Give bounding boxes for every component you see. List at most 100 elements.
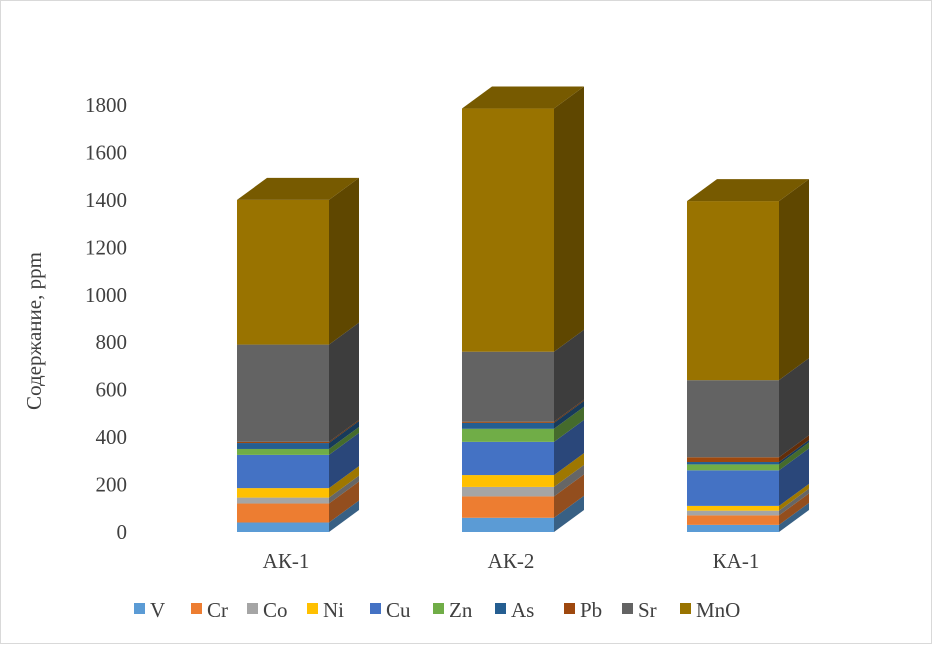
legend-item: Co	[247, 598, 288, 622]
bar-segment-side	[779, 483, 809, 511]
y-axis-label: Содержание, ppm	[22, 252, 46, 410]
bar-segment	[462, 421, 554, 423]
legend-swatch	[191, 603, 202, 614]
legend-label: Zn	[449, 598, 473, 622]
bar-top-face	[237, 177, 359, 200]
bar-segment	[237, 344, 329, 442]
bar-segment	[462, 351, 554, 422]
bar-segment	[462, 486, 554, 497]
bar-segment	[687, 524, 779, 532]
bar-segment-side	[554, 419, 584, 476]
bar-segment	[687, 457, 779, 463]
bar-segment	[462, 441, 554, 476]
bar-segment-side	[329, 466, 359, 498]
category-labels: АК-1 АК-2 КА-1	[263, 549, 760, 573]
bar-segment-side	[329, 421, 359, 449]
bar-segment-side	[779, 493, 809, 525]
bar-segment	[462, 496, 554, 518]
bar-segment-side	[329, 500, 359, 532]
legend-label: Ni	[323, 598, 344, 622]
legend-label: Cr	[207, 598, 228, 622]
bar-segment-side	[554, 400, 584, 429]
bar-segment	[687, 201, 779, 381]
bar-segment-side	[329, 426, 359, 455]
bar-segment-side	[329, 177, 359, 345]
bar-segment	[687, 464, 779, 471]
legend-item: Pb	[564, 598, 602, 622]
bar-segment-side	[554, 464, 584, 497]
bar-segment-side	[554, 399, 584, 423]
bar-segment-side	[329, 419, 359, 444]
legend-label: MnO	[696, 598, 740, 622]
bar-segment-side	[554, 329, 584, 422]
y-tick-label: 0	[117, 520, 128, 544]
y-tick-label: 200	[96, 473, 128, 497]
category-label: АК-1	[263, 549, 310, 573]
legend-label: As	[511, 598, 534, 622]
bar-segment-side	[779, 358, 809, 458]
bar-segment-side	[329, 322, 359, 442]
bar-segment	[462, 422, 554, 429]
legend-item: Ni	[307, 598, 344, 622]
y-tick-label: 800	[96, 330, 128, 354]
bar-top-face	[462, 86, 584, 109]
bar-segment	[687, 510, 779, 516]
legend-item: MnO	[680, 598, 740, 622]
legend-label: Co	[263, 598, 288, 622]
legend-label: Pb	[580, 598, 602, 622]
legend-swatch	[370, 603, 381, 614]
bar-segment	[687, 470, 779, 506]
bar-segment-side	[779, 442, 809, 471]
bar-segment	[462, 475, 554, 487]
bar-segment	[462, 108, 554, 352]
y-tick-label: 600	[96, 378, 128, 402]
bar-segment-side	[554, 495, 584, 532]
legend-item: V	[134, 598, 165, 622]
bar-segment	[237, 503, 329, 523]
y-tick-label: 1000	[85, 283, 127, 307]
category-label: АК-2	[488, 549, 535, 573]
bar-segment-side	[554, 474, 584, 518]
bar-segment	[237, 488, 329, 498]
legend-swatch	[622, 603, 633, 614]
legend-swatch	[495, 603, 506, 614]
legend: V Cr Co Ni Cu Zn As Pb Sr MnO	[134, 598, 740, 622]
bar-segment	[687, 462, 779, 465]
legend-label: Cu	[386, 598, 411, 622]
category-label: КА-1	[713, 549, 760, 573]
bar-top-face	[687, 179, 809, 202]
legend-item: Sr	[622, 598, 657, 622]
bar-segment-side	[779, 435, 809, 463]
bar-segment	[462, 428, 554, 442]
bar-segment-side	[329, 475, 359, 504]
bar-segment	[237, 443, 329, 449]
legend-item: Cu	[370, 598, 411, 622]
legend-swatch	[247, 603, 258, 614]
legend-swatch	[433, 603, 444, 614]
bar-segment	[237, 454, 329, 489]
y-tick-label: 1800	[85, 93, 127, 117]
legend-swatch	[680, 603, 691, 614]
y-tick-label: 1400	[85, 188, 127, 212]
bar-segment-side	[329, 481, 359, 523]
legend-item: As	[495, 598, 534, 622]
bar-segment-side	[779, 179, 809, 381]
y-axis-ticks: 0 200 400 600 800 1000 1200 1400 1600 1800	[85, 93, 127, 544]
legend-swatch	[564, 603, 575, 614]
bar-segment-side	[554, 406, 584, 442]
bar-segment-side	[779, 488, 809, 516]
y-tick-label: 400	[96, 425, 128, 449]
bar-segment	[237, 199, 329, 345]
bar-segment	[237, 497, 329, 504]
bar-segment-side	[329, 432, 359, 489]
bar-stacks	[237, 86, 809, 532]
bar-segment	[462, 517, 554, 532]
bar-segment	[687, 380, 779, 458]
bar-segment	[237, 441, 329, 444]
bar-segment-side	[779, 448, 809, 506]
legend-label: V	[150, 598, 165, 622]
bar-segment	[687, 505, 779, 511]
bar-segment	[237, 522, 329, 532]
